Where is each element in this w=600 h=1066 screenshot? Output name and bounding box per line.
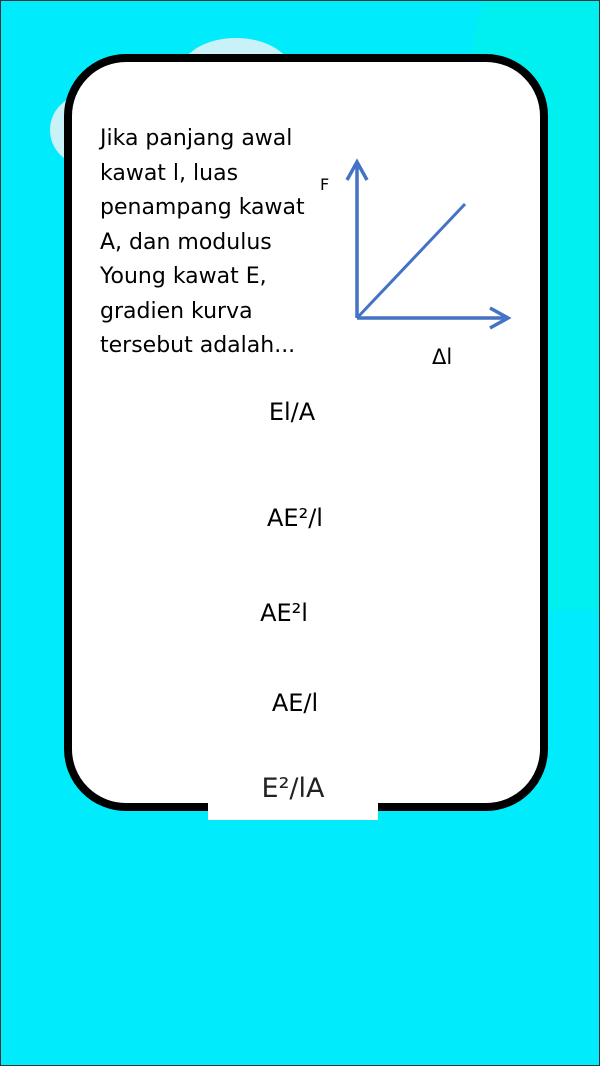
question-line: A, dan modulus	[100, 229, 272, 255]
question-line: penampang kawat	[100, 195, 305, 220]
question-card	[64, 54, 548, 811]
question-text: Jika panjang awal kawat l, luas penampan…	[100, 122, 330, 364]
question-line: kawat l, luas	[100, 160, 239, 186]
answer-option-c[interactable]: AE²l	[144, 599, 424, 627]
x-axis-arrowhead	[489, 306, 512, 330]
answer-option-a[interactable]: El/A	[152, 398, 432, 426]
graph-line	[355, 202, 467, 320]
question-line: tersebut adalah...	[100, 333, 296, 358]
answer-option-b[interactable]: AE²/l	[155, 504, 435, 532]
x-axis-label: Δl	[432, 345, 453, 369]
question-line: Jika panjang awal	[100, 126, 293, 151]
answer-option-d[interactable]: AE/l	[155, 689, 435, 717]
question-line: Young kawat E,	[100, 264, 267, 289]
y-axis-label: F	[320, 175, 330, 194]
y-axis-arrowhead	[345, 158, 369, 181]
force-extension-graph: F Δl	[300, 150, 520, 380]
graph-svg	[345, 158, 512, 330]
answer-option-e[interactable]: E²/lA	[153, 773, 433, 804]
option-tab	[208, 770, 378, 820]
question-line: gradien kurva	[100, 298, 253, 324]
